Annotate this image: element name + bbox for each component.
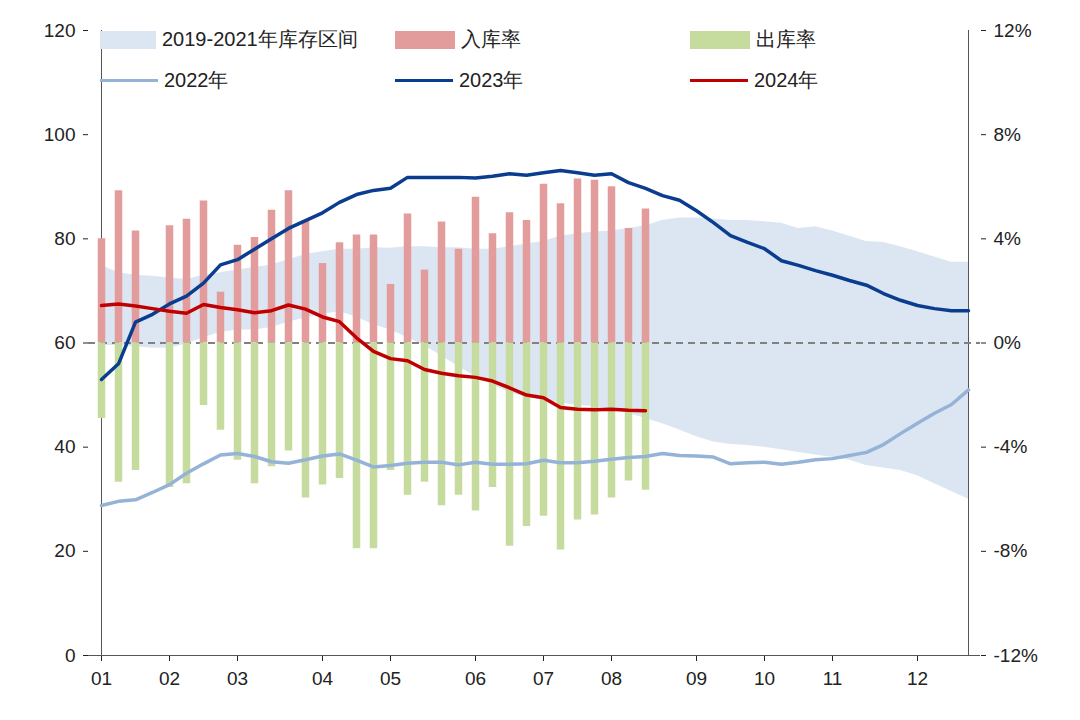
svg-text:60: 60 <box>54 332 75 353</box>
svg-text:08: 08 <box>601 668 622 689</box>
svg-text:-12%: -12% <box>994 645 1038 666</box>
svg-text:8%: 8% <box>994 124 1022 145</box>
html-text:入库率: 入库率 <box>461 28 521 50</box>
svg-text:09: 09 <box>686 668 707 689</box>
html-text:2019-2021年库存区间: 2019-2021年库存区间 <box>162 28 358 50</box>
svg-text:4%: 4% <box>994 228 1022 249</box>
html-text:2024年: 2024年 <box>754 69 819 91</box>
svg-text:0%: 0% <box>994 332 1022 353</box>
svg-text:0: 0 <box>65 645 76 666</box>
svg-text:06: 06 <box>465 668 486 689</box>
svg-text:120: 120 <box>44 20 76 41</box>
svg-text:-4%: -4% <box>994 436 1028 457</box>
svg-text:02: 02 <box>159 668 180 689</box>
svg-text:11: 11 <box>823 668 843 689</box>
svg-text:03: 03 <box>227 668 248 689</box>
svg-text:12: 12 <box>907 668 928 689</box>
svg-text:20: 20 <box>54 540 75 561</box>
html-text:出库率: 出库率 <box>756 28 816 50</box>
svg-text:40: 40 <box>54 436 75 457</box>
html-text:2022年: 2022年 <box>164 69 229 91</box>
svg-text:05: 05 <box>380 668 401 689</box>
html-text:2023年: 2023年 <box>459 69 524 91</box>
svg-text:10: 10 <box>754 668 775 689</box>
svg-text:12%: 12% <box>994 20 1032 41</box>
svg-text:-8%: -8% <box>994 540 1028 561</box>
svg-text:01: 01 <box>91 668 112 689</box>
svg-text:07: 07 <box>533 668 554 689</box>
svg-text:100: 100 <box>44 124 76 145</box>
svg-text:04: 04 <box>312 668 334 689</box>
svg-text:80: 80 <box>54 228 75 249</box>
